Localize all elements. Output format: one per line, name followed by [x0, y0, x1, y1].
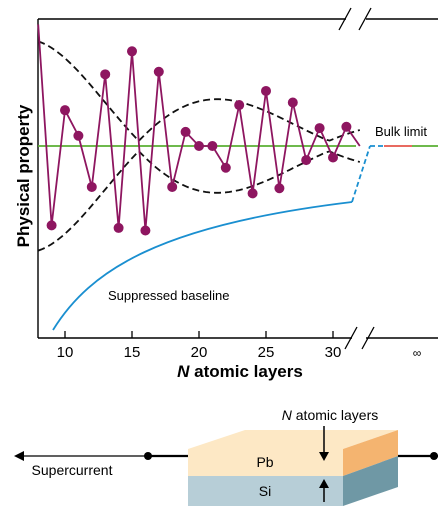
- x-tick-label: 15: [124, 344, 141, 361]
- thickness-arrow-up-head: [319, 479, 329, 488]
- x-axis-label-var: N: [177, 362, 190, 381]
- x-axis-label-rest: atomic layers: [189, 362, 302, 381]
- lead-right-dot: [430, 452, 438, 460]
- x-tick-label: 25: [258, 344, 275, 361]
- lead-left-dot: [144, 452, 152, 460]
- supercurrent-label: Supercurrent: [32, 462, 113, 478]
- schematic-n-layers-label: N atomic layers: [282, 407, 378, 423]
- data-point: [274, 183, 285, 194]
- x-axis-label: N atomic layers: [177, 362, 303, 381]
- suppressed-baseline-dashed: [351, 145, 371, 203]
- data-point: [220, 162, 231, 173]
- schematic-n-var: N: [282, 407, 293, 423]
- data-point: [247, 188, 258, 199]
- data-point: [73, 130, 84, 141]
- data-point: [113, 222, 124, 233]
- data-point: [140, 225, 151, 236]
- suppressed-baseline-label: Suppressed baseline: [108, 288, 229, 303]
- data-point: [234, 100, 245, 111]
- pb-layer-front: [188, 449, 343, 476]
- data-point: [194, 141, 204, 151]
- suppressed-baseline-curve: [52, 201, 353, 331]
- data-point: [167, 181, 178, 192]
- data-point: [86, 181, 97, 192]
- si-label: Si: [259, 483, 271, 499]
- data-point: [100, 69, 111, 80]
- x-tick-label: 10: [57, 344, 74, 361]
- infinity-tick-label: ∞: [413, 346, 422, 360]
- data-point: [153, 66, 164, 77]
- si-layer-front: [188, 476, 343, 506]
- data-series-line: [37, 24, 361, 231]
- data-point: [328, 152, 338, 163]
- data-point: [46, 220, 57, 231]
- data-point: [301, 155, 312, 166]
- data-point: [180, 126, 191, 137]
- axis-break-bottom: [344, 326, 375, 350]
- schematic-n-rest: atomic layers: [292, 407, 378, 423]
- data-point: [127, 46, 137, 57]
- data-point: [207, 141, 218, 151]
- data-point: [341, 121, 352, 132]
- x-ticks: 10 15 20 25 30: [57, 331, 342, 361]
- pb-layer-side: [343, 430, 398, 476]
- supercurrent-arrow-head: [14, 451, 24, 461]
- data-point: [287, 97, 298, 108]
- envelope-lower: [37, 149, 361, 252]
- schematic: N atomic layers Pb Si Supercurrent: [14, 407, 438, 506]
- si-layer-side: [343, 456, 398, 506]
- x-tick-label: 30: [325, 344, 342, 361]
- plot-area: 10 15 20 25 30 ∞: [37, 7, 438, 361]
- pb-label: Pb: [256, 454, 273, 470]
- y-axis-label: Physical property: [14, 104, 33, 247]
- data-points: [46, 46, 352, 236]
- envelope-upper: [37, 40, 361, 143]
- data-point: [261, 85, 271, 96]
- data-point: [314, 123, 325, 134]
- thickness-arrow-down-head: [319, 452, 329, 461]
- data-point: [60, 105, 70, 116]
- axis-break-top: [338, 7, 372, 31]
- bulk-limit-label: Bulk limit: [375, 124, 427, 139]
- pb-layer-top: [188, 430, 398, 449]
- x-tick-label: 20: [191, 344, 208, 361]
